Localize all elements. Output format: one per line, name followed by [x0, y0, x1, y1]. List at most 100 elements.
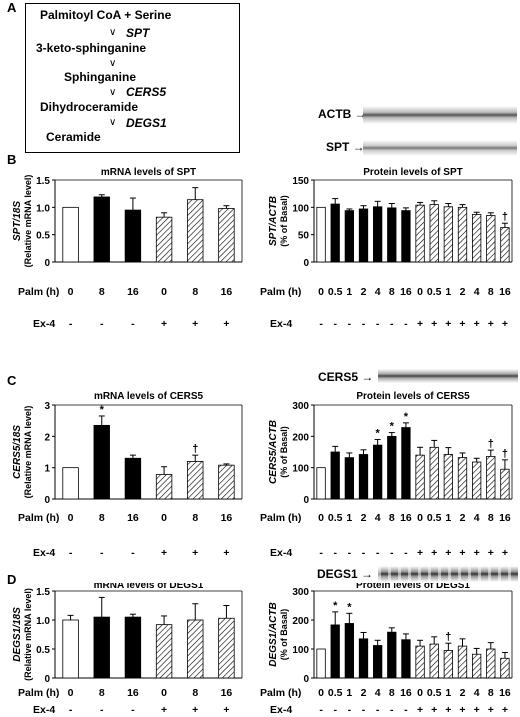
ex4-label: - [69, 704, 73, 716]
chart-title: mRNA levels of SPT [101, 167, 196, 178]
row-label-palm: Palm (h) [260, 286, 301, 298]
bar [187, 199, 204, 263]
y-axis-title-line2: (% of Basal) [279, 609, 289, 661]
bar [93, 616, 110, 679]
y-axis-title-line2: (Relative mRNA level) [23, 175, 33, 268]
pathway-arrow-icon: ∨ [109, 58, 117, 69]
y-tick-label: 1.0 [36, 616, 50, 627]
x-tick-label: 8 [192, 687, 198, 699]
bar [93, 424, 110, 500]
x-tick-label: 4 [375, 512, 381, 524]
ex4-label: - [69, 318, 73, 330]
x-tick-label: 16 [127, 512, 139, 524]
ex4-label: - [390, 318, 394, 330]
ex4-label: + [192, 704, 198, 716]
x-tick-label: 16 [499, 286, 511, 298]
y-tick-label: 0 [303, 258, 309, 269]
blot-label-cers5: CERS5 → [318, 370, 374, 384]
row-label-ex4: Ex-4 [270, 318, 292, 330]
y-axis-title-line1: SPT/ACTB [268, 196, 279, 246]
ex4-label: + [474, 704, 480, 716]
bar [429, 204, 439, 263]
x-tick-label: 1 [445, 512, 451, 524]
ex4-label: - [348, 547, 352, 559]
pathway-step: Sphinganine [64, 70, 136, 84]
y-tick-label: 1.5 [36, 587, 50, 598]
ex4-label: - [362, 318, 366, 330]
ex4-label: - [404, 704, 408, 716]
ex4-label: + [459, 547, 465, 559]
y-axis-title: CERS5/ACTB (% of Basal) [268, 420, 289, 484]
panel-letter-a: A [7, 0, 17, 15]
bar [330, 203, 340, 263]
ex4-label: + [488, 547, 494, 559]
x-tick-label: 16 [221, 687, 233, 699]
pathway-arrow-icon: ∨ [109, 117, 117, 128]
y-tick-label: 0 [303, 674, 309, 685]
ex4-label: - [376, 318, 380, 330]
ex4-label: + [488, 704, 494, 716]
ex4-label: - [362, 547, 366, 559]
bar [457, 457, 468, 500]
x-tick-label: 0.5 [427, 512, 442, 524]
pathway-box: Palmitoyl CoA + Serine ∨ SPT 3-keto-sphi… [25, 3, 240, 153]
y-axis-title: SPT/18S (Relative mRNA level) [12, 175, 33, 268]
x-tick-label: 8 [389, 687, 395, 699]
y-tick-label: 100 [292, 464, 309, 475]
x-tick-label: 1 [445, 687, 451, 699]
blot-label-spt: SPT → [326, 140, 365, 154]
y-tick-label: 50 [298, 231, 310, 242]
ex4-label: - [390, 704, 394, 716]
ex4-label: - [376, 547, 380, 559]
row-label-palm: Palm (h) [18, 512, 59, 524]
chart-title: mRNA levels of CERS5 [94, 391, 204, 402]
y-tick-label: 3 [44, 401, 50, 412]
ex4-label: + [417, 547, 423, 559]
x-tick-label: 4 [375, 687, 381, 699]
significance-mark: † [502, 448, 508, 460]
x-tick-label: 4 [474, 512, 480, 524]
ex4-label: - [100, 704, 104, 716]
ex4-label: - [348, 318, 352, 330]
significance-mark: * [390, 421, 395, 433]
y-tick-label: 200 [292, 432, 309, 443]
row-label-ex4: Ex-4 [33, 704, 55, 716]
x-tick-label: 16 [400, 512, 412, 524]
y-tick-label: 200 [292, 616, 309, 627]
ex4-label: - [404, 547, 408, 559]
row-label-palm: Palm (h) [18, 286, 59, 298]
x-tick-label: 8 [389, 512, 395, 524]
bar [218, 464, 235, 500]
bar [187, 461, 204, 500]
y-axis-title-line2: (% of Basal) [279, 195, 289, 247]
blot-label-text: SPT [326, 140, 350, 154]
bar [344, 210, 355, 263]
y-axis-title-line1: DEGS1/ACTB [268, 602, 279, 666]
x-tick-label: 0 [68, 687, 74, 699]
bar [155, 624, 173, 679]
ex4-label: + [502, 547, 508, 559]
ex4-label: - [131, 704, 135, 716]
bar [124, 457, 142, 500]
x-tick-label: 4 [375, 286, 381, 298]
bar [316, 648, 326, 679]
ex4-label: - [69, 547, 73, 559]
chart-cers5-protein: Protein levels of CERS50100200300CERS5/A… [260, 391, 513, 559]
enzyme-label: SPT [126, 26, 150, 40]
row-label-palm: Palm (h) [260, 687, 301, 699]
pathway-step: 3-keto-sphinganine [36, 41, 147, 55]
blot-label-text: CERS5 [318, 370, 359, 384]
ex4-label: + [488, 318, 494, 330]
chart-degs1-protein: Protein levels of DEGS10100200300DEGS1/A… [260, 583, 513, 716]
y-tick-label: 100 [292, 645, 309, 656]
y-axis-title-line1: DEGS1/18S [12, 607, 23, 662]
bar [187, 619, 204, 679]
y-tick-label: 2 [44, 432, 50, 443]
pathway-step: Ceramide [46, 130, 101, 144]
x-tick-label: 0 [68, 286, 74, 298]
ex4-label: - [319, 704, 323, 716]
x-tick-label: 4 [474, 687, 480, 699]
x-tick-label: 16 [127, 286, 139, 298]
